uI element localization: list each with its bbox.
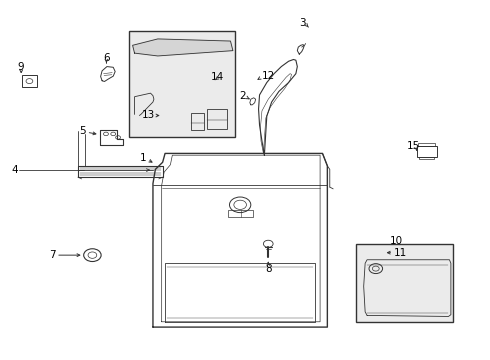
Bar	[129, 31, 235, 138]
Text: 6: 6	[103, 53, 110, 63]
Bar	[207, 109, 226, 129]
Text: 14: 14	[211, 72, 224, 81]
Bar	[191, 113, 204, 130]
Text: 7: 7	[49, 250, 56, 260]
Text: 11: 11	[394, 248, 408, 258]
Text: 1: 1	[140, 153, 147, 163]
Text: 5: 5	[79, 126, 86, 136]
Text: 9: 9	[18, 62, 24, 72]
Bar	[356, 244, 453, 322]
Bar	[419, 157, 434, 159]
Bar	[418, 144, 436, 146]
Bar	[22, 75, 37, 87]
Polygon shape	[133, 39, 233, 56]
Text: 13: 13	[142, 111, 155, 121]
Text: 12: 12	[262, 71, 275, 81]
Bar	[417, 146, 437, 157]
Text: 8: 8	[265, 264, 271, 274]
Text: 4: 4	[11, 165, 18, 175]
Bar	[228, 210, 253, 217]
Text: 15: 15	[407, 141, 420, 151]
Text: 10: 10	[390, 236, 402, 246]
Text: 2: 2	[239, 91, 245, 101]
Text: 3: 3	[299, 18, 305, 28]
